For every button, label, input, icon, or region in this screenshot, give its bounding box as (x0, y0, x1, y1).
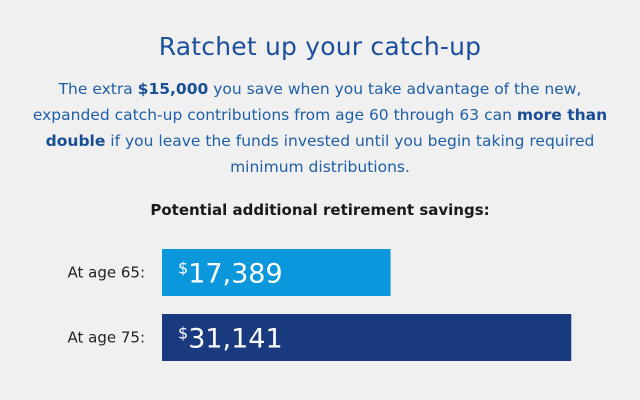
value-label-age-65: $17,389 (178, 259, 283, 290)
category-label-age-75: At age 75: (68, 329, 146, 347)
page-title: Ratchet up your catch-up (158, 32, 482, 61)
value-label-age-75: $31,141 (178, 324, 283, 355)
intro-text-2: you save when you take advantage of the … (32, 80, 582, 124)
category-label-age-65: At age 65: (68, 264, 146, 282)
intro-emphasis: more than double (45, 106, 608, 150)
bar-age-75 (162, 314, 572, 361)
chart-title: Potential additional retirement savings: (150, 201, 490, 219)
intro-paragraph: The extra $15,000 you save when you take… (30, 76, 610, 180)
intro-amount: $15,000 (137, 80, 209, 98)
intro-text-3: if you leave the funds invested until yo… (105, 132, 595, 176)
intro-text-1: The extra (58, 80, 138, 98)
bar-age-65 (162, 249, 391, 296)
